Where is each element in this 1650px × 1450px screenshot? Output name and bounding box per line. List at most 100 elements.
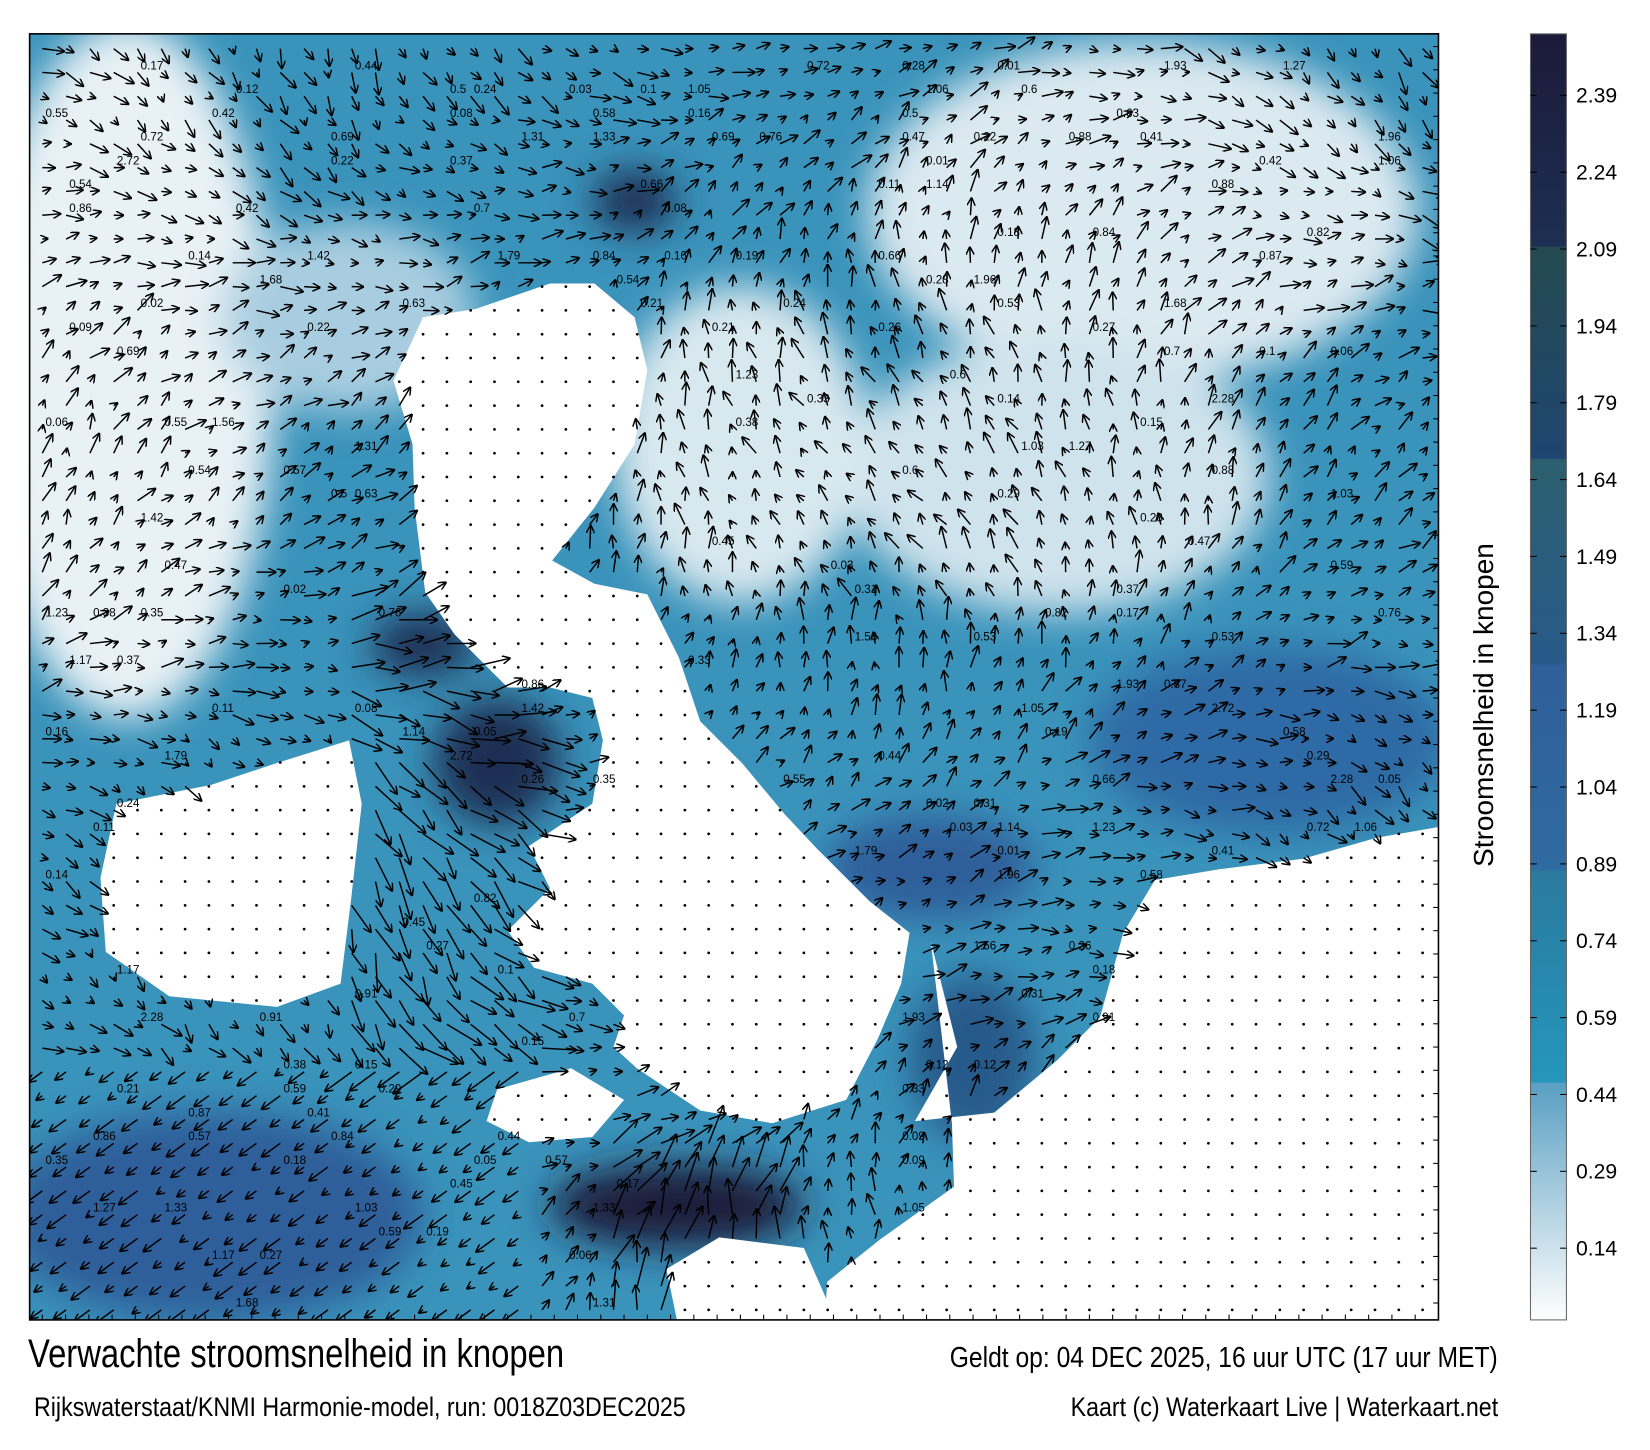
arrow-icon [42,120,46,123]
speed-label: 0.03 [950,821,973,834]
arrow-icon [1231,253,1247,264]
speed-label: 2.72 [117,154,140,167]
dot-icon [945,1094,949,1098]
dot-icon [826,951,830,955]
dot-icon [635,642,639,645]
arrow-icon [280,620,300,621]
speed-label: 1.03 [355,1202,378,1215]
speed-label: 0.47 [1188,535,1211,548]
arrow-icon [1351,619,1361,620]
arrow-icon [804,181,810,192]
arrow-icon [565,739,582,740]
map-area: 0.410.370.290.720.50.550.140.110.310.260… [29,33,1439,1320]
arrow-icon [1066,230,1068,240]
dot-icon [1111,1213,1115,1217]
dot-icon [612,856,615,860]
arrow-icon [993,137,1007,145]
arrow-icon [279,214,297,226]
dot-icon [1183,1022,1186,1026]
dot-icon [1373,880,1377,883]
speed-label: 0.27 [260,1249,283,1262]
dot-icon [1421,1094,1424,1098]
speed-label: 0.76 [759,131,782,144]
arrow-icon [232,167,245,177]
dot-icon [1230,903,1234,907]
dot-icon [1421,1260,1424,1264]
dot-icon [1278,1165,1282,1169]
speed-label: 0.53 [1212,630,1235,643]
dot-icon [302,975,306,979]
arrow-icon [1113,810,1120,811]
dot-icon [1135,999,1139,1002]
arrow-icon [184,119,194,137]
arrow-icon [42,259,55,263]
arrow-icon [375,214,389,215]
speed-label: 1.42 [521,702,544,715]
dot-icon [659,999,663,1002]
dot-icon [540,1094,544,1098]
dot-icon [683,903,687,907]
dot-icon [493,618,496,622]
dot-icon [612,975,615,979]
dot-icon [1278,975,1282,979]
dot-icon [1349,1308,1353,1312]
dot-icon [921,1118,925,1121]
arrow-icon [969,150,985,169]
arrow-icon [494,282,499,287]
dot-icon [1397,1189,1401,1193]
arrow-icon [1160,96,1176,101]
arrow-icon [1161,615,1162,620]
arrow-icon [1232,191,1247,192]
dot-icon [802,1308,806,1312]
arrow-icon [1398,72,1406,94]
dot-icon [612,380,615,384]
dot-icon [1278,1237,1282,1240]
arrow-icon [542,1071,567,1072]
dot-icon [540,332,544,336]
dot-icon [564,380,568,384]
dot-icon [540,642,544,645]
speed-label: 0.58 [1140,868,1163,881]
dot-icon [326,927,330,931]
dot-icon [1397,1260,1401,1264]
dot-icon [850,999,853,1002]
speed-label: 0.57 [283,464,306,477]
arrow-icon [208,143,223,157]
dot-icon [588,1118,592,1121]
dot-icon [1397,951,1401,955]
speed-label: 0.84 [593,250,616,263]
dot-icon [1326,975,1329,979]
arrow-icon [1232,49,1239,55]
speed-label: 0.33 [902,1083,925,1096]
arrow-icon [89,166,108,177]
arrow-icon [1089,72,1105,73]
arrow-icon [399,48,405,58]
dot-icon [707,808,711,812]
arrow-icon [494,189,504,191]
arrow-icon [233,96,237,101]
speed-label: 1.31 [521,131,544,144]
speed-label: 0.84 [1093,226,1116,239]
arrow-icon [969,217,976,240]
speed-label: 0.44 [878,749,901,762]
speed-label: 1.33 [593,131,616,144]
speed-label: 1.31 [355,440,378,453]
dot-icon [802,1070,806,1074]
speed-label: 1.79 [498,250,521,263]
dot-icon [1326,1284,1329,1288]
dot-icon [1159,1118,1163,1121]
arrow-icon [446,235,460,239]
arrow-icon [208,191,219,197]
arrow-icon [613,186,633,193]
arrow-icon [803,130,820,145]
arrow-icon [1327,120,1334,127]
dot-icon [850,1022,853,1026]
dot-icon [1183,1046,1186,1050]
dot-icon [754,1260,758,1264]
arrow-icon [947,135,952,145]
arrow-icon [1089,118,1107,120]
colorbar-label: Stroomsnelheid in knopen [1468,543,1499,867]
speed-label: 0.28 [1140,511,1163,524]
arrow-icon [898,91,918,96]
